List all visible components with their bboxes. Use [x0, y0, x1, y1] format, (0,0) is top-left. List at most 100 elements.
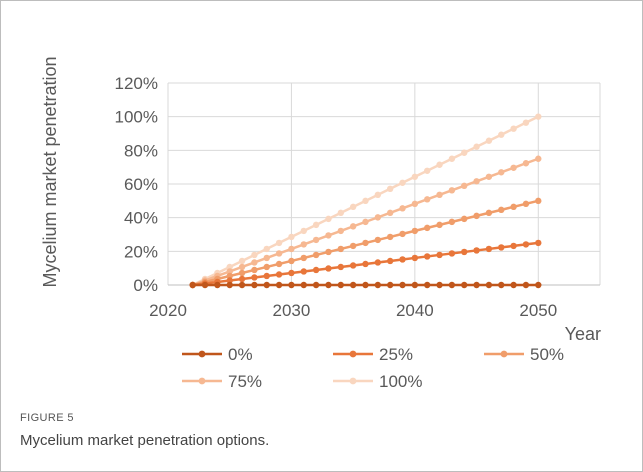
legend-swatch-marker — [198, 377, 206, 385]
series-point-50pct — [448, 218, 456, 226]
series-point-100pct — [461, 149, 468, 156]
series-point-75pct — [399, 205, 406, 212]
series-point-0pct — [362, 281, 369, 289]
series-point-0pct — [522, 281, 530, 289]
series-point-75pct — [485, 173, 493, 180]
series-point-75pct — [300, 241, 307, 248]
series-point-25pct — [411, 254, 419, 262]
series-point-0pct — [189, 281, 196, 289]
x-tick-label: 2020 — [149, 301, 187, 320]
series-point-0pct — [374, 281, 382, 289]
series-point-100pct — [386, 185, 394, 193]
series-point-100pct — [411, 173, 419, 180]
series-point-25pct — [325, 265, 332, 272]
series-point-75pct — [510, 164, 517, 171]
series-point-100pct — [337, 209, 344, 217]
series-point-100pct — [251, 251, 258, 259]
series-point-0pct — [535, 281, 542, 289]
series-point-50pct — [411, 227, 419, 235]
series-point-0pct — [201, 281, 209, 289]
series-point-25pct — [362, 260, 369, 268]
series-point-100pct — [288, 233, 295, 241]
series-point-0pct — [300, 281, 307, 289]
y-tick-label: 40% — [124, 209, 158, 228]
series-point-0pct — [448, 281, 456, 289]
series-point-25pct — [349, 262, 357, 269]
legend-swatch-marker — [349, 377, 357, 385]
series-point-75pct — [436, 191, 443, 199]
series-point-25pct — [485, 245, 493, 253]
series-point-50pct — [485, 209, 493, 217]
legend-label: 75% — [228, 372, 262, 391]
series-point-75pct — [325, 232, 332, 239]
series-point-25pct — [238, 275, 246, 283]
series-point-100pct — [399, 179, 406, 186]
series-point-100pct — [226, 263, 233, 271]
series-point-100pct — [473, 143, 480, 150]
series-point-0pct — [498, 281, 505, 289]
series-point-50pct — [325, 248, 332, 256]
series-point-75pct — [251, 259, 258, 266]
series-point-25pct — [226, 277, 233, 284]
x-axis-title: Year — [565, 324, 601, 344]
series-point-75pct — [498, 169, 505, 176]
series-point-0pct — [510, 281, 517, 289]
series-point-100pct — [498, 131, 505, 138]
series-point-0pct — [275, 281, 283, 289]
series-point-50pct — [399, 230, 406, 238]
series-point-50pct — [288, 257, 295, 265]
figure-label: FIGURE 5 — [20, 412, 74, 424]
series-point-100pct — [522, 119, 530, 126]
series-point-25pct — [275, 271, 283, 278]
legend-swatch-marker — [349, 350, 357, 358]
series-point-25pct — [448, 250, 456, 257]
series-point-75pct — [337, 227, 344, 235]
series-point-25pct — [461, 248, 468, 256]
line-chart: 0% 20% 40% 60% 80% 100% 120% 2020 2030 2040 2050 My… — [40, 56, 601, 391]
series-point-25pct — [436, 251, 443, 259]
x-tick-label: 2030 — [273, 301, 311, 320]
legend-swatch-marker — [198, 350, 206, 358]
series-point-0pct — [461, 281, 468, 289]
series-point-0pct — [386, 281, 394, 289]
series-point-50pct — [251, 266, 258, 274]
series-point-50pct — [275, 260, 283, 268]
series-point-100pct — [485, 137, 493, 144]
series-point-50pct — [386, 233, 394, 241]
series-point-100pct — [325, 215, 332, 223]
series-point-100pct — [362, 197, 369, 205]
series-point-0pct — [411, 281, 419, 289]
series-point-0pct — [399, 281, 406, 289]
legend-label: 0% — [228, 345, 253, 364]
series-point-75pct — [473, 178, 480, 185]
series-point-75pct — [522, 160, 530, 167]
series-point-25pct — [535, 239, 542, 247]
legend-swatch-marker — [500, 350, 508, 358]
series-point-0pct — [325, 281, 332, 289]
series-point-100pct — [263, 245, 270, 253]
series-point-50pct — [263, 263, 270, 271]
series-point-50pct — [312, 251, 320, 259]
series-point-0pct — [251, 281, 258, 289]
series-point-25pct — [288, 269, 295, 277]
series-point-0pct — [312, 281, 320, 289]
series-point-50pct — [461, 215, 468, 223]
series-point-0pct — [226, 281, 233, 289]
series-point-75pct — [374, 214, 382, 221]
series-point-50pct — [436, 221, 443, 229]
series-point-75pct — [411, 200, 419, 208]
series-point-0pct — [485, 281, 493, 289]
series-point-75pct — [312, 236, 320, 244]
series-point-25pct — [337, 263, 344, 271]
series-point-100pct — [312, 221, 320, 229]
series-point-75pct — [275, 250, 283, 257]
series-point-100pct — [535, 113, 542, 120]
series-point-50pct — [522, 200, 530, 208]
series-point-0pct — [473, 281, 480, 289]
series-point-75pct — [349, 223, 357, 230]
series-point-100pct — [349, 203, 357, 211]
series-point-75pct — [238, 263, 246, 271]
series-point-50pct — [535, 197, 542, 205]
series-point-25pct — [251, 274, 258, 281]
